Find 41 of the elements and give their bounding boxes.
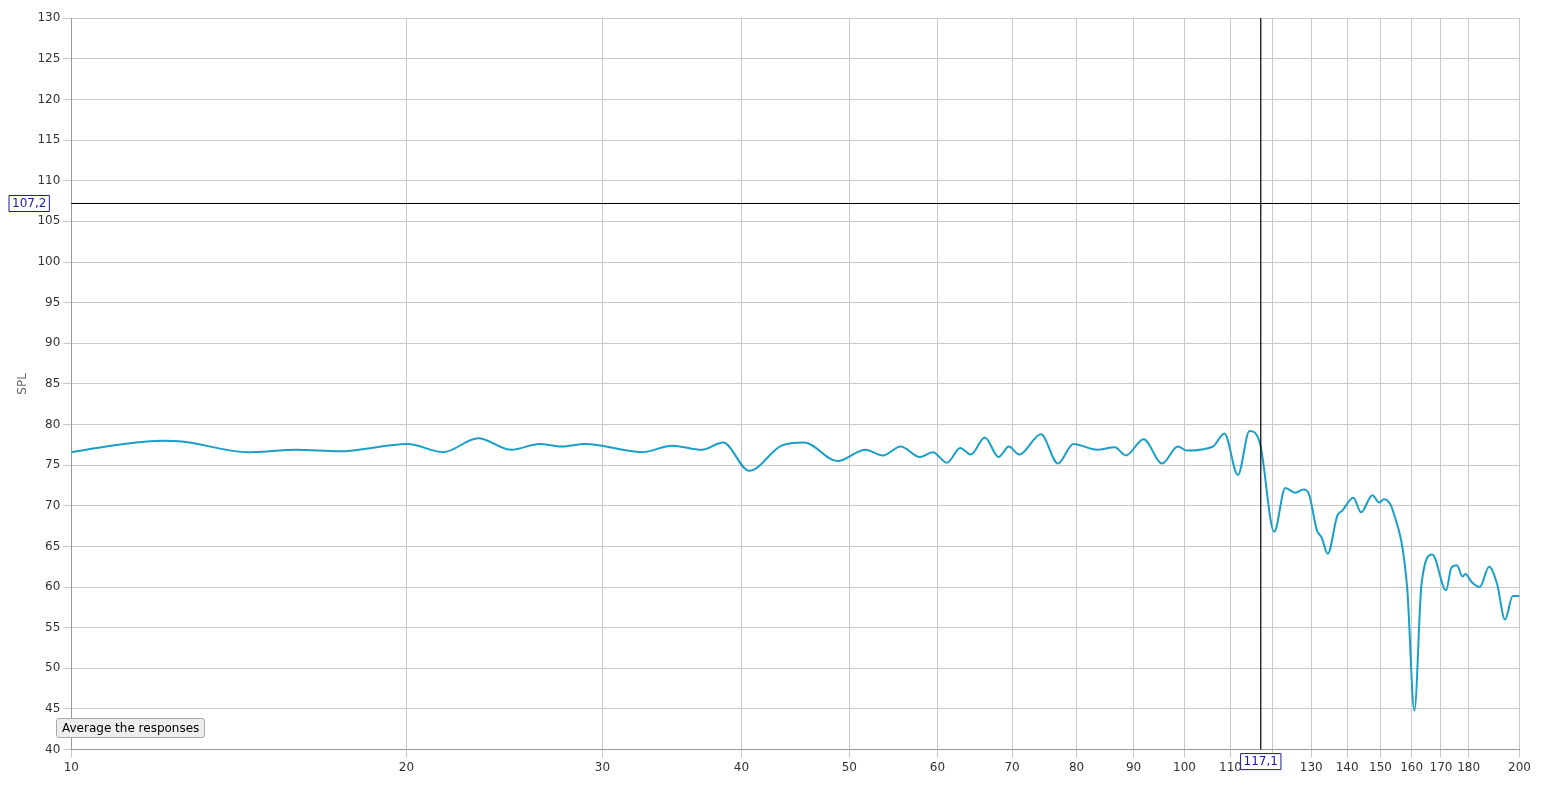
y-tick-label: 60 (45, 579, 61, 594)
annotation: Average the responses (56, 718, 206, 738)
x-tick-label: 60 (929, 759, 946, 774)
y-tick-label: 75 (45, 457, 61, 472)
x-tick-label: 40 (733, 759, 750, 774)
ref-line-label: 107,2 (12, 195, 47, 210)
x-tick-label: 50 (841, 759, 857, 774)
x-tick-label: 130 (1299, 759, 1323, 774)
y-tick-label: 50 (45, 660, 61, 675)
x-tick-label: 110 (1219, 759, 1242, 774)
y-tick-label: 80 (45, 416, 61, 431)
y-tick-label: 105 (37, 213, 61, 228)
x-tick-label: 90 (1125, 759, 1142, 774)
y-tick-label: 45 (45, 701, 61, 716)
x-tick-label: 160 (1400, 759, 1424, 774)
y-tick-label: 130 (37, 10, 61, 25)
y-axis-title: SPL (15, 372, 30, 395)
y-tick-label: 95 (45, 294, 61, 309)
y-tick-label: 40 (45, 741, 61, 756)
x-tick-label: 140 (1335, 759, 1359, 774)
y-tick-label: 120 (37, 91, 61, 106)
y-tick-label: 70 (45, 497, 61, 512)
x-tick-label: 170 (1429, 759, 1453, 774)
y-tick-label: 85 (45, 376, 61, 391)
y-tick-label: 110 (37, 172, 61, 187)
y-tick-label: 90 (45, 335, 61, 350)
x-tick-label: 80 (1068, 759, 1085, 774)
x-tick-label: 180 (1457, 759, 1481, 774)
y-tick-label: 125 (37, 50, 61, 65)
y-tick-label: 65 (45, 538, 61, 553)
x-tick-label: 150 (1369, 759, 1392, 774)
x-tick-label: 200 (1508, 759, 1531, 774)
x-tick-label: 70 (1004, 759, 1020, 774)
y-tick-label: 100 (37, 254, 61, 269)
y-tick-label: 115 (37, 132, 61, 147)
x-tick-label: 10 (63, 759, 79, 774)
x-tick-label: 30 (594, 759, 611, 774)
ref-line-label: 117,1 (1243, 753, 1278, 768)
x-tick-label: 20 (398, 759, 415, 774)
x-tick-label: 100 (1173, 759, 1196, 774)
y-tick-label: 55 (45, 619, 61, 634)
